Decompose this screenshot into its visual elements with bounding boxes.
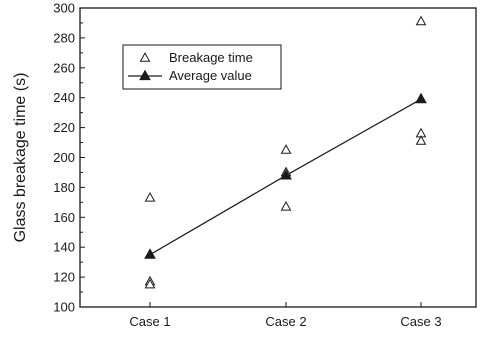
breakage-time-point: [415, 15, 427, 26]
y-tick-label: 220: [53, 120, 75, 135]
y-tick-label: 300: [53, 1, 75, 16]
y-tick-label: 120: [53, 270, 75, 285]
y-tick-label: 260: [53, 60, 75, 75]
legend-marker-average-value: [128, 69, 162, 81]
y-axis-title: Glass breakage time (s): [12, 73, 29, 243]
y-tick-label: 180: [53, 180, 75, 195]
x-axis: Case 1 Case 2 Case 3: [129, 302, 442, 329]
legend: Breakage time Average value: [122, 44, 282, 90]
breakage-time-point: [280, 144, 292, 154]
average-value-point: [415, 92, 427, 104]
average-value-point: [144, 248, 156, 259]
y-tick-label: 160: [53, 210, 75, 225]
average-value-point: [280, 169, 292, 180]
x-tick-label: Case 1: [129, 314, 170, 329]
breakage-time-point: [144, 191, 156, 202]
legend-label-average-value: Average value: [169, 68, 252, 83]
breakage-time-point: [415, 135, 427, 145]
y-tick-label: 280: [53, 30, 75, 45]
legend-box: [122, 44, 282, 90]
legend-marker-breakage-time: [139, 52, 151, 62]
breakage-time-point: [280, 200, 292, 211]
data-points: [144, 15, 427, 289]
legend-label-breakage-time: Breakage time: [169, 50, 253, 65]
legend-open-triangle: [139, 52, 151, 62]
y-axis: 100 120 140 160 180 200 220 240 260 280 300: [53, 1, 85, 315]
y-tick-label: 100: [53, 300, 75, 315]
y-tick-label: 200: [53, 150, 75, 165]
breakage-time-point: [144, 278, 156, 289]
x-tick-label: Case 3: [400, 314, 441, 329]
y-tick-label: 240: [53, 90, 75, 105]
y-tick-label: 140: [53, 240, 75, 255]
legend-filled-triangle: [139, 69, 151, 81]
x-tick-label: Case 2: [265, 314, 306, 329]
